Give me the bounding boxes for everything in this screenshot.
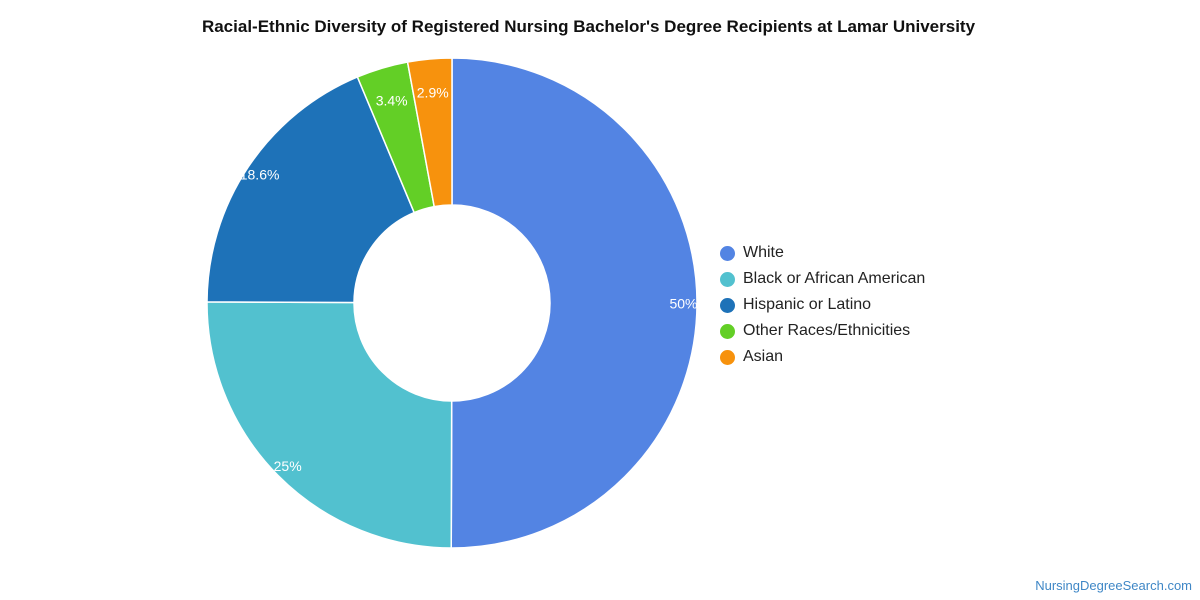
legend-swatch	[720, 323, 735, 339]
slice-asian[interactable]	[406, 57, 453, 208]
slice-label: 3.4%	[376, 92, 408, 108]
legend-item[interactable]: Black or African American	[720, 266, 925, 292]
legend-label: Hispanic or Latino	[743, 296, 872, 313]
slice-label: 18.6%	[240, 166, 280, 182]
watermark-link[interactable]: NursingDegreeSearch.com	[1035, 578, 1192, 593]
chart-title: Racial-Ethnic Diversity of Registered Nu…	[201, 17, 976, 36]
slice-white[interactable]	[450, 57, 698, 549]
legend: White Black or African American Hispanic o…	[720, 240, 925, 370]
legend-label: Other Races/Ethnicities	[743, 322, 911, 339]
legend-swatch	[720, 245, 735, 261]
legend-label: Black or African American	[743, 270, 926, 287]
legend-swatch	[720, 297, 735, 313]
legend-label: Asian	[743, 348, 784, 365]
legend-item[interactable]: White	[720, 240, 925, 266]
legend-swatch	[720, 271, 735, 287]
slice-label: 25%	[274, 458, 302, 474]
legend-label: White	[743, 244, 784, 261]
slice-hispanic-or-latino[interactable]	[206, 76, 416, 304]
legend-swatch	[720, 349, 735, 365]
slice-label: 50%	[669, 295, 697, 311]
legend-item[interactable]: Hispanic or Latino	[720, 292, 925, 318]
slice-label: 2.9%	[417, 84, 449, 100]
slice-black-or-african-american[interactable]	[206, 301, 453, 549]
legend-item[interactable]: Asian	[720, 344, 925, 370]
legend-item[interactable]: Other Races/Ethnicities	[720, 318, 925, 344]
